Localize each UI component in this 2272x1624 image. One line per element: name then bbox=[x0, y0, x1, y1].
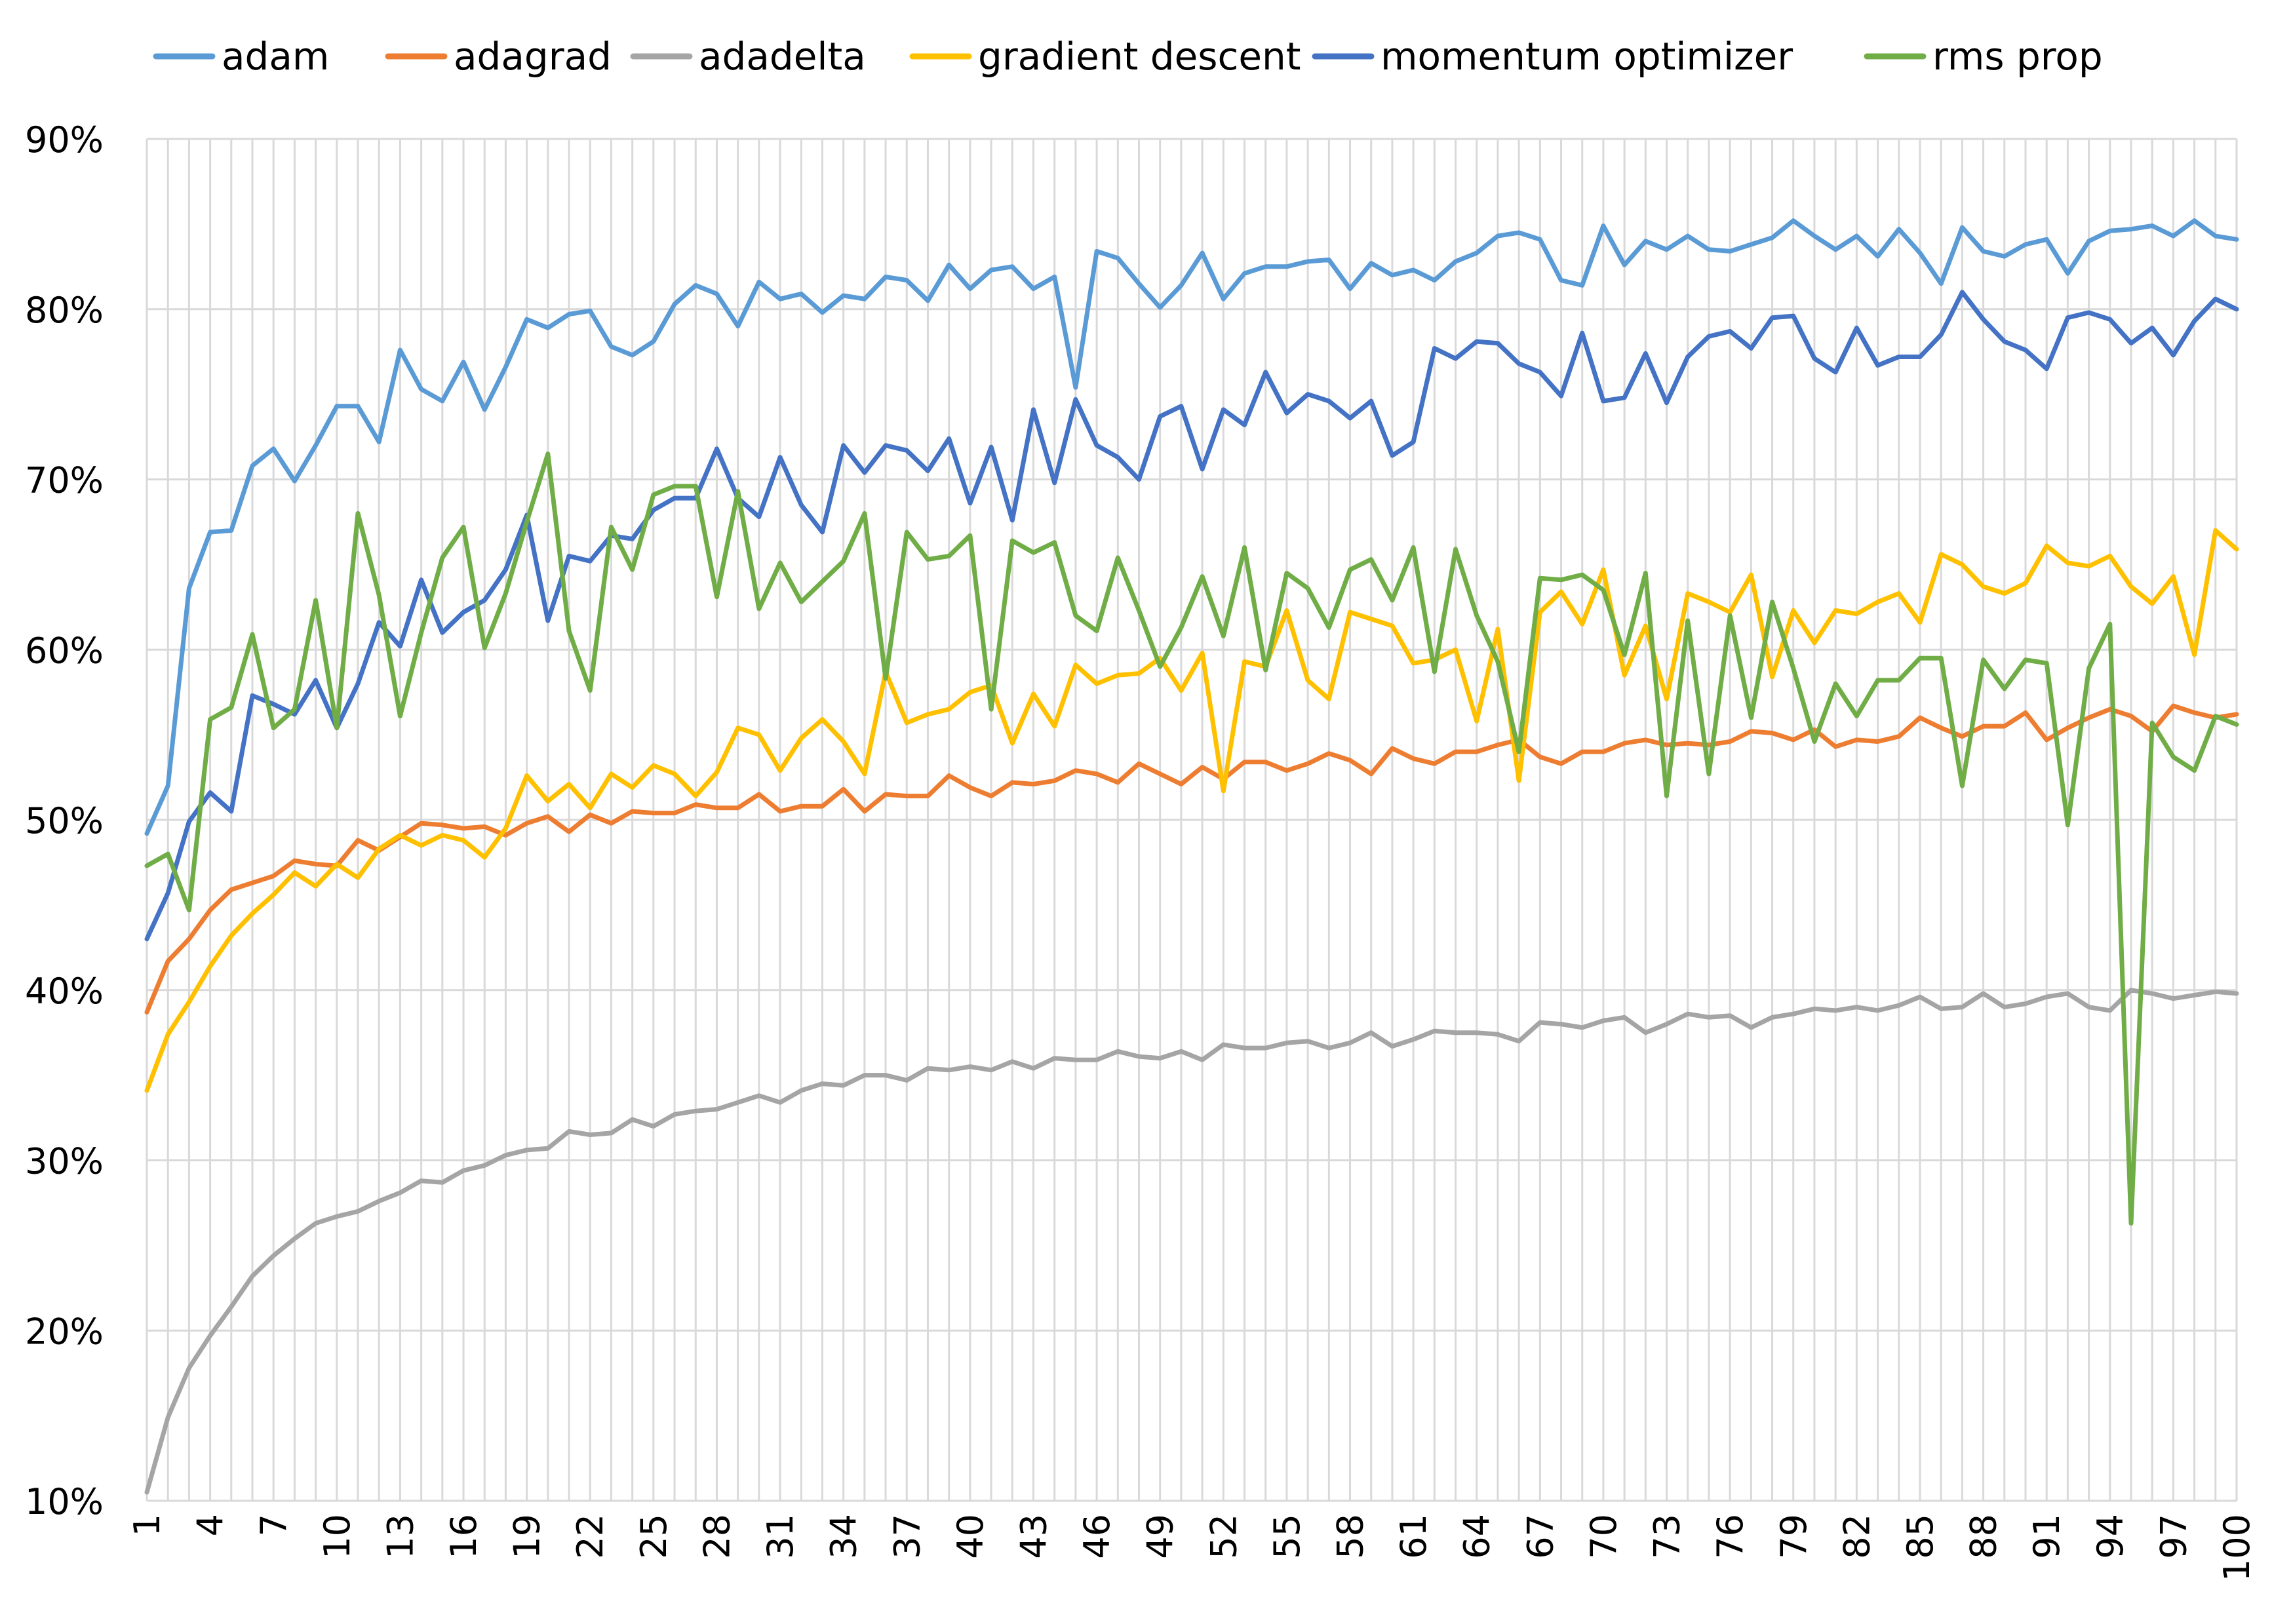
legend-label: adam bbox=[222, 34, 329, 79]
x-tick-label: 4 bbox=[190, 1514, 231, 1536]
plot-area bbox=[144, 138, 2239, 1502]
x-tick-label: 1 bbox=[127, 1514, 168, 1536]
series-line-adam bbox=[144, 218, 2239, 836]
legend-item-adam: adam bbox=[153, 34, 329, 79]
x-tick-label: 43 bbox=[1013, 1514, 1054, 1559]
y-tick-label: 30% bbox=[25, 1141, 104, 1182]
x-tick-label: 79 bbox=[1773, 1514, 1814, 1559]
x-tick-label: 91 bbox=[2026, 1514, 2067, 1559]
series-line-momentum-optimizer bbox=[144, 290, 2239, 942]
x-tick-label: 13 bbox=[380, 1514, 421, 1559]
x-tick-label: 52 bbox=[1203, 1514, 1244, 1559]
legend-item-rms-prop: rms prop bbox=[1864, 34, 2103, 79]
legend-item-gradient-descent: gradient descent bbox=[909, 34, 1301, 79]
x-tick-label: 28 bbox=[696, 1514, 737, 1559]
y-tick-label: 10% bbox=[25, 1481, 104, 1522]
legend-label: rms prop bbox=[1932, 34, 2103, 79]
x-tick-label: 37 bbox=[886, 1514, 928, 1559]
x-tick-label: 85 bbox=[1900, 1514, 1941, 1559]
x-tick-label: 55 bbox=[1266, 1514, 1308, 1559]
legend-label: adagrad bbox=[454, 34, 612, 79]
legend-item-adadelta: adadelta bbox=[630, 34, 866, 79]
x-tick-label: 25 bbox=[633, 1514, 675, 1559]
x-axis: 1 4 7 10 13 16 19 22 25 28 31 34 37 40 43 46 49 52 55 58 61 6… bbox=[127, 1514, 2258, 1581]
horizontal-gridlines bbox=[147, 138, 2237, 1502]
x-tick-label: 100 bbox=[2216, 1514, 2258, 1581]
legend-label: adadelta bbox=[699, 34, 866, 79]
x-tick-label: 88 bbox=[1963, 1514, 2005, 1559]
y-tick-label: 20% bbox=[25, 1311, 104, 1352]
x-tick-label: 64 bbox=[1457, 1514, 1498, 1559]
y-tick-label: 60% bbox=[25, 630, 104, 671]
series-lines bbox=[144, 218, 2239, 1495]
x-tick-label: 49 bbox=[1140, 1514, 1181, 1559]
x-tick-label: 19 bbox=[507, 1514, 548, 1559]
legend-label: momentum optimizer bbox=[1381, 34, 1793, 79]
x-tick-label: 16 bbox=[443, 1514, 484, 1559]
legend-item-adagrad: adagrad bbox=[385, 34, 612, 79]
x-tick-label: 73 bbox=[1647, 1514, 1688, 1559]
y-tick-label: 80% bbox=[25, 290, 104, 331]
series-line-adadelta bbox=[144, 988, 2239, 1495]
x-tick-label: 94 bbox=[2090, 1514, 2131, 1559]
y-tick-label: 70% bbox=[25, 460, 104, 501]
series-line-rms-prop bbox=[144, 452, 2239, 1226]
y-tick-label: 90% bbox=[25, 119, 104, 161]
x-tick-label: 82 bbox=[1836, 1514, 1877, 1559]
x-tick-label: 76 bbox=[1710, 1514, 1751, 1559]
y-tick-label: 50% bbox=[25, 800, 104, 841]
x-tick-label: 97 bbox=[2153, 1514, 2194, 1559]
series-line-adagrad bbox=[144, 703, 2239, 1015]
legend-label: gradient descent bbox=[978, 34, 1301, 79]
legend-item-momentum-optimizer: momentum optimizer bbox=[1312, 34, 1793, 79]
x-tick-label: 67 bbox=[1519, 1514, 1561, 1559]
y-tick-label: 40% bbox=[25, 971, 104, 1012]
x-tick-label: 70 bbox=[1583, 1514, 1624, 1559]
x-tick-label: 7 bbox=[253, 1514, 294, 1536]
x-tick-label: 40 bbox=[950, 1514, 991, 1559]
x-tick-label: 58 bbox=[1330, 1514, 1371, 1559]
series-line-gradient-descent bbox=[144, 528, 2239, 1093]
y-axis: 10% 20% 30% 40% 50% 60% 70% 80% 90% bbox=[25, 119, 104, 1522]
x-tick-label: 61 bbox=[1393, 1514, 1434, 1559]
chart-legend: adam adagrad adadelta gradient descent momen… bbox=[153, 34, 2103, 79]
x-tick-label: 10 bbox=[317, 1514, 358, 1559]
x-tick-label: 34 bbox=[823, 1514, 865, 1559]
x-tick-label: 31 bbox=[760, 1514, 801, 1559]
x-tick-label: 22 bbox=[570, 1514, 611, 1559]
x-tick-label: 46 bbox=[1076, 1514, 1118, 1559]
